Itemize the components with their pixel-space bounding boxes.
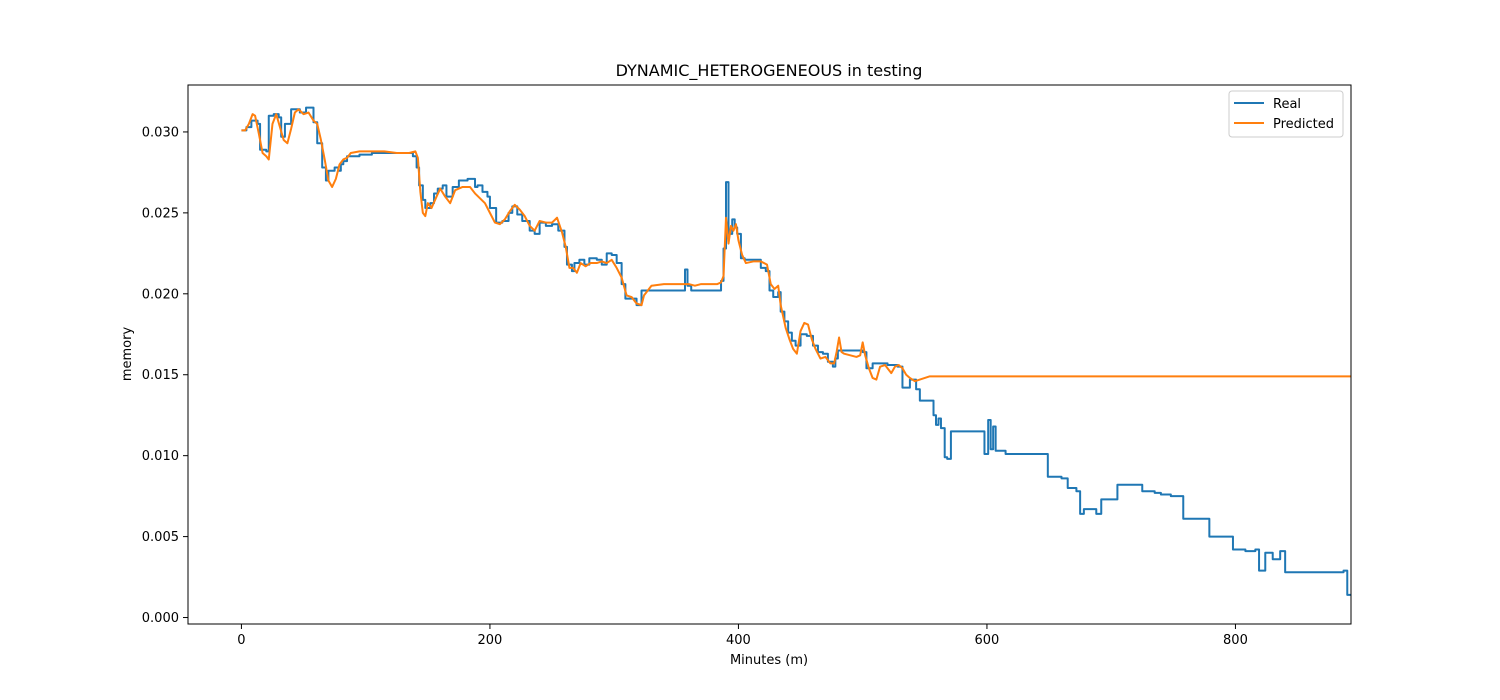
x-tick-label: 400 [726, 633, 751, 648]
y-tick-label: 0.015 [142, 368, 179, 383]
axes-frame [187, 84, 1352, 625]
x-axis-label: Minutes (m) [730, 653, 808, 668]
chart-title: DYNAMIC_HETEROGENEOUS in testing [616, 61, 923, 81]
axes: 0 200 400 600 800 0.000 0.005 0.010 0.015 0.020 0.… [142, 84, 1352, 648]
series-line-predicted [241, 108, 1351, 383]
legend-label-real: Real [1273, 97, 1301, 112]
y-tick-label: 0.000 [142, 611, 179, 626]
plot-area [241, 106, 1351, 596]
x-tick-label: 800 [1223, 633, 1248, 648]
legend: Real Predicted [1228, 90, 1344, 138]
legend-label-predicted: Predicted [1273, 117, 1334, 132]
y-tick-label: 0.030 [142, 125, 179, 140]
y-tick-label: 0.020 [142, 287, 179, 302]
x-tick-label: 0 [237, 633, 245, 648]
x-tick-label: 200 [478, 633, 503, 648]
y-axis-label: memory [120, 327, 135, 382]
y-tick-label: 0.010 [142, 449, 179, 464]
x-tick-label: 600 [975, 633, 1000, 648]
y-tick-label: 0.005 [142, 530, 179, 545]
y-tick-label: 0.025 [142, 206, 179, 221]
